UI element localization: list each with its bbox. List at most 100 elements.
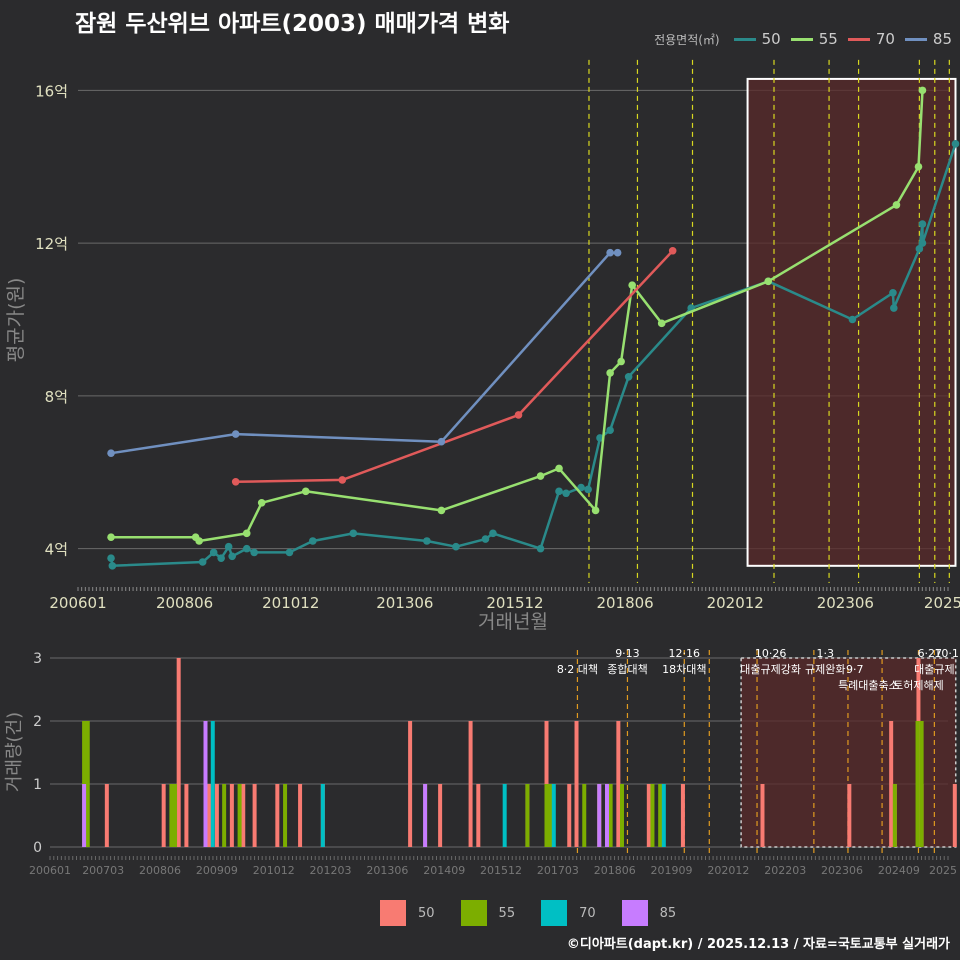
data-point-55	[628, 281, 636, 289]
legend-label-70: 70	[875, 30, 895, 48]
bar-50	[646, 784, 651, 847]
data-point-70	[668, 246, 677, 255]
legend-item-55[interactable]: 55	[790, 30, 838, 48]
bar-y-tick-label: 1	[33, 777, 42, 793]
bar-legend-item-85[interactable]: 85	[621, 900, 677, 926]
data-point-55	[107, 533, 115, 541]
data-point-50	[285, 548, 294, 557]
legend-label-55: 55	[818, 30, 838, 48]
bar-55	[650, 784, 655, 847]
bar-x-tick-label: 201703	[537, 864, 579, 877]
bar-x-tick-label: 201409	[423, 864, 465, 877]
x-tick-label: 200806	[156, 594, 213, 612]
bar-x-tick-label: 201203	[310, 864, 352, 877]
bar-50	[468, 721, 473, 847]
y-tick-label: 12억	[35, 235, 68, 253]
bar-legend-item-55[interactable]: 55	[460, 900, 515, 926]
x-tick-label: 201512	[486, 594, 543, 612]
x-tick-label: 2025	[924, 594, 960, 612]
legend-item-85[interactable]: 85	[904, 30, 952, 48]
data-point-50	[209, 548, 218, 557]
data-point-50	[918, 239, 927, 247]
policy-annotation: 18차대책	[662, 663, 706, 676]
data-point-55	[536, 472, 545, 480]
bar-x-tick-label: 202306	[821, 864, 863, 877]
bar-50	[241, 784, 246, 847]
bar-50	[161, 784, 166, 847]
y-tick-label: 4억	[45, 541, 68, 559]
data-point-55	[657, 319, 666, 328]
bar-x-tick-label: 201306	[366, 864, 408, 877]
data-point-55	[892, 201, 901, 209]
bar-legend-item-50[interactable]: 50	[380, 900, 435, 926]
bar-70	[551, 784, 556, 847]
bar-x-tick-label: 201909	[651, 864, 693, 877]
bar-85	[423, 784, 428, 847]
y-tick-label: 8억	[45, 388, 68, 406]
bar-50	[408, 721, 413, 847]
policy-annotation: 대출규제	[914, 663, 954, 676]
data-point-50	[452, 542, 460, 551]
bar-50	[616, 721, 621, 847]
data-point-50	[108, 562, 117, 570]
x-axis-title: 거래년월	[478, 611, 548, 633]
bar-50	[104, 784, 109, 847]
bar-x-tick-label: 200909	[196, 864, 238, 877]
data-point-50	[577, 483, 585, 492]
data-point-50	[918, 220, 927, 228]
bar-70	[210, 721, 215, 847]
bar-x-tick-label: 202203	[764, 864, 806, 877]
bar-legend-label-85: 85	[659, 905, 677, 921]
data-point-50	[848, 315, 857, 324]
policy-annotation: 10·1	[934, 647, 959, 660]
bar-y-axis-title: 거래량(건)	[4, 712, 25, 792]
bar-50	[889, 721, 894, 847]
y-axis-title: 평균가(원)	[5, 278, 27, 363]
data-point-55	[195, 537, 203, 545]
x-tick-label: 202012	[707, 594, 764, 612]
bar-55	[283, 784, 288, 847]
bar-50	[214, 784, 219, 847]
bar-legend-swatch-85	[621, 900, 648, 926]
data-point-55	[242, 529, 251, 538]
data-point-55	[764, 277, 773, 286]
bar-55	[915, 721, 920, 847]
data-point-50	[224, 542, 233, 551]
bar-55	[919, 721, 924, 847]
x-tick-label: 201806	[596, 594, 653, 612]
data-point-55	[606, 369, 614, 377]
policy-annotation: 규제완화	[805, 663, 845, 676]
bar-55	[169, 784, 174, 847]
x-tick-label: 201306	[376, 594, 433, 612]
bar-y-tick-label: 3	[33, 651, 42, 667]
chart-title: 잠원 두산위브 아파트(2003) 매매가격 변화	[75, 11, 510, 37]
data-point-50	[349, 529, 358, 538]
bar-50	[207, 784, 212, 847]
bar-x-tick-label: 2025	[929, 864, 957, 877]
bar-50	[184, 784, 189, 847]
bar-50	[567, 784, 572, 847]
data-point-50	[890, 304, 898, 312]
bar-70	[320, 784, 325, 847]
bar-x-tick-label: 200703	[82, 864, 124, 877]
bar-y-tick-label: 2	[33, 714, 42, 730]
bar-legend-label-70: 70	[579, 905, 596, 921]
bar-50	[952, 784, 957, 847]
legend-top: 전용면적(㎡) 50 55 70 85	[654, 30, 952, 48]
bar-legend-label-50: 50	[418, 905, 435, 921]
policy-annotation: 8·2 대책	[557, 663, 598, 676]
bar-50	[574, 721, 579, 847]
bar-55	[237, 784, 242, 847]
data-point-70	[514, 411, 523, 419]
legend-label-85: 85	[932, 30, 952, 48]
legend-item-70[interactable]: 70	[847, 30, 895, 48]
bar-55	[892, 784, 897, 847]
bar-85	[82, 784, 87, 847]
policy-annotation: 12·16	[669, 647, 701, 660]
policy-annotation: 10·26	[755, 647, 787, 660]
bar-legend-item-70[interactable]: 70	[541, 900, 596, 926]
legend-item-50[interactable]: 50	[733, 30, 781, 48]
policy-annotation: 대출규제강화	[740, 663, 801, 676]
data-point-50	[107, 554, 115, 562]
policy-annotation: 토허제해제	[893, 678, 944, 692]
